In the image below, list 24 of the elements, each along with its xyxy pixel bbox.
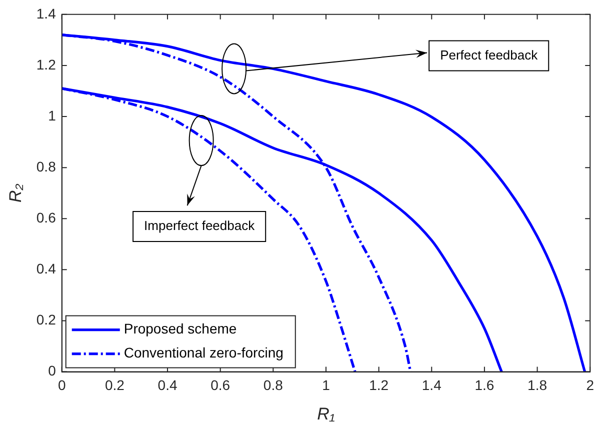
x-tick-label: 2 xyxy=(586,377,594,394)
x-tick-label: 0.6 xyxy=(210,377,230,394)
y-tick-label: 0.8 xyxy=(36,158,56,174)
x-tick-label: 1.2 xyxy=(369,377,389,394)
legend-label: Proposed scheme xyxy=(124,320,237,337)
x-tick-label: 1 xyxy=(322,377,330,394)
annotation: Imperfect feedback xyxy=(144,218,256,234)
x-tick-label: 0.4 xyxy=(158,377,178,394)
y-tick-label: 1 xyxy=(48,107,56,124)
y-tick-label: 1.4 xyxy=(36,5,56,22)
y-axis-title: R₂ xyxy=(6,183,25,202)
legend-label: Conventional zero-forcing xyxy=(124,344,284,361)
annotation: Perfect feedback xyxy=(440,47,538,62)
y-tick-label: 0.2 xyxy=(36,312,56,328)
y-tick-label: 0.6 xyxy=(36,209,56,226)
x-tick-label: 1.8 xyxy=(528,377,548,394)
y-tick-label: 0 xyxy=(48,362,56,379)
x-tick-label: 0.8 xyxy=(263,377,284,394)
y-tick-label: 0.4 xyxy=(36,260,56,277)
x-axis-title: R₁ xyxy=(317,404,335,424)
y-tick-label: 1.2 xyxy=(36,56,56,72)
x-tick-label: 0.2 xyxy=(104,377,125,394)
x-tick-label: 1.4 xyxy=(422,377,442,394)
x-tick-label: 1.6 xyxy=(474,377,494,394)
